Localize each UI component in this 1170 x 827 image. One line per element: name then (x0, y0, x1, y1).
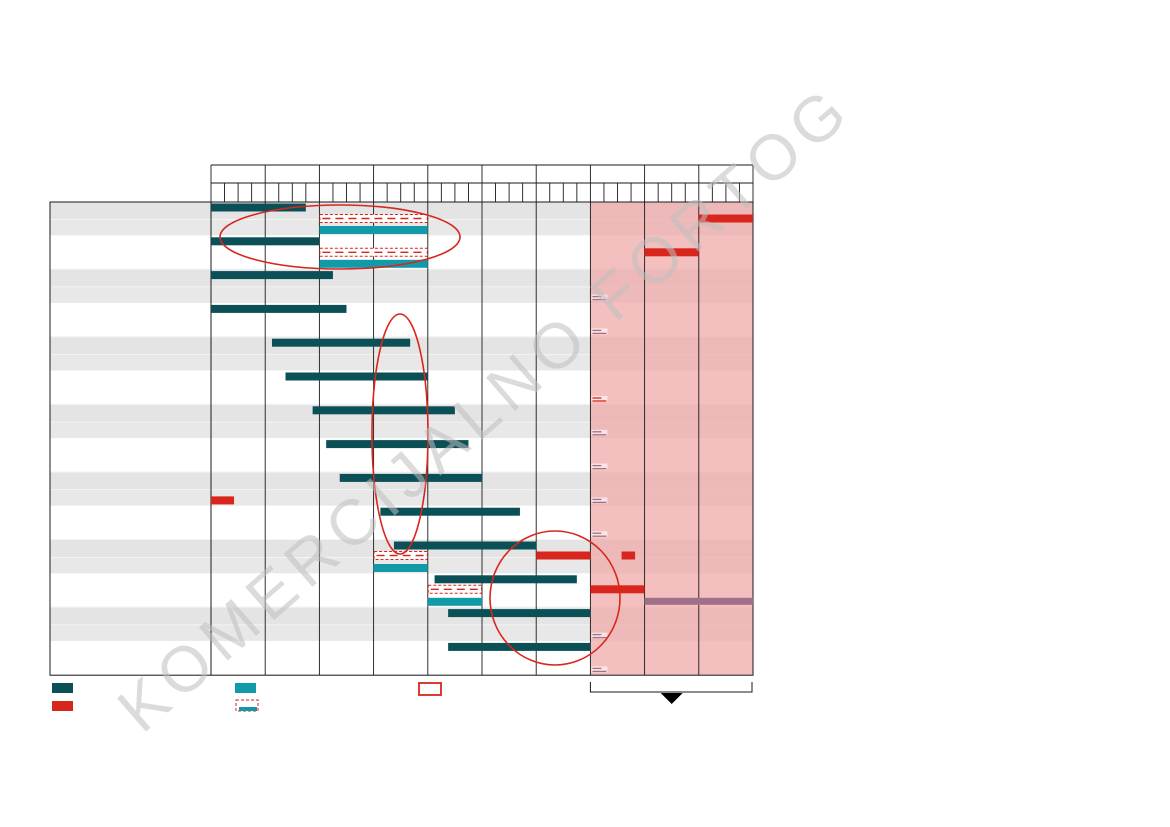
status-marker-bg (591, 632, 608, 639)
status-marker-bg (591, 429, 608, 436)
dashed-bar-outline (319, 214, 428, 223)
plan-bar (448, 642, 591, 651)
plan-bar (312, 406, 455, 415)
highlight-ellipses (219, 204, 621, 666)
plan-bar (380, 507, 520, 516)
row-band (50, 625, 753, 641)
status-marker-bg (591, 328, 608, 335)
delay-bar (698, 214, 753, 223)
legend-swatch-dashed (235, 699, 259, 712)
status-marker (591, 328, 608, 335)
row-separator (50, 471, 753, 473)
dashed-bar-outline (427, 584, 482, 594)
plan-bar (434, 575, 577, 584)
status-marker-bg (591, 666, 608, 673)
status-marker (591, 531, 608, 538)
forecast-bracket (589, 682, 753, 704)
plan-bar (393, 541, 537, 550)
legend-swatch-plan (52, 683, 73, 693)
dashed-bar (427, 584, 482, 594)
status-marker (591, 294, 608, 301)
grid-frame (49, 201, 754, 676)
bars (211, 203, 753, 673)
row-band (50, 354, 753, 371)
dashed-bar (319, 214, 428, 223)
highlight-ellipse (371, 313, 429, 555)
actual-bar (319, 259, 428, 268)
dashed-bar-outline (319, 247, 428, 257)
dashed-bar (319, 247, 428, 257)
status-marker (591, 429, 608, 436)
forecast-zone (590, 202, 753, 676)
dashed-bar (373, 551, 428, 560)
actual-bar (319, 226, 428, 234)
row-separator (50, 336, 753, 337)
plan-bar (271, 338, 411, 347)
row-separator (50, 268, 753, 270)
status-marker (591, 497, 608, 504)
legend-swatch-delay (52, 701, 73, 711)
status-marker-bg (591, 497, 608, 504)
legend-dashed-outline (235, 699, 259, 712)
actual-bar (427, 597, 482, 606)
actual-bar (373, 564, 428, 572)
status-marker (591, 396, 608, 402)
row-separator (50, 403, 753, 405)
plan-bar (448, 609, 591, 618)
delay-bar (621, 551, 636, 560)
down-arrow-icon (660, 693, 683, 704)
delay-bar (590, 585, 645, 594)
status-marker-bg (591, 294, 608, 301)
status-marker (591, 463, 608, 470)
row-band (50, 287, 753, 303)
status-marker-bg (591, 463, 608, 470)
plan-bar (211, 237, 320, 246)
highlight-ellipse (219, 204, 461, 270)
legend (52, 682, 442, 712)
delay-bar (211, 496, 235, 505)
row-separator (50, 606, 753, 608)
legend-swatch-actual (235, 683, 256, 693)
bracket-line (589, 682, 753, 693)
delay-bar (536, 551, 591, 560)
dashed-bar-outline (373, 551, 428, 560)
row-separator (50, 539, 753, 540)
highlight-ellipse (489, 530, 621, 666)
legend-dashed-fill (239, 707, 257, 711)
plan-bar (339, 473, 482, 482)
legend-swatch-outline (418, 682, 442, 696)
plan-bar (326, 440, 469, 449)
status-marker (591, 632, 608, 639)
status-marker (591, 666, 608, 673)
plan-bar (211, 271, 333, 280)
plan-bar (285, 372, 428, 381)
plan-bar (211, 203, 306, 212)
row-separator (50, 674, 753, 675)
delay-bar (644, 248, 699, 257)
row-band (50, 422, 753, 439)
status-marker-bg (591, 396, 608, 402)
status-marker-bg (591, 531, 608, 538)
plan-bar (211, 304, 347, 313)
forecast-bar (644, 597, 753, 605)
